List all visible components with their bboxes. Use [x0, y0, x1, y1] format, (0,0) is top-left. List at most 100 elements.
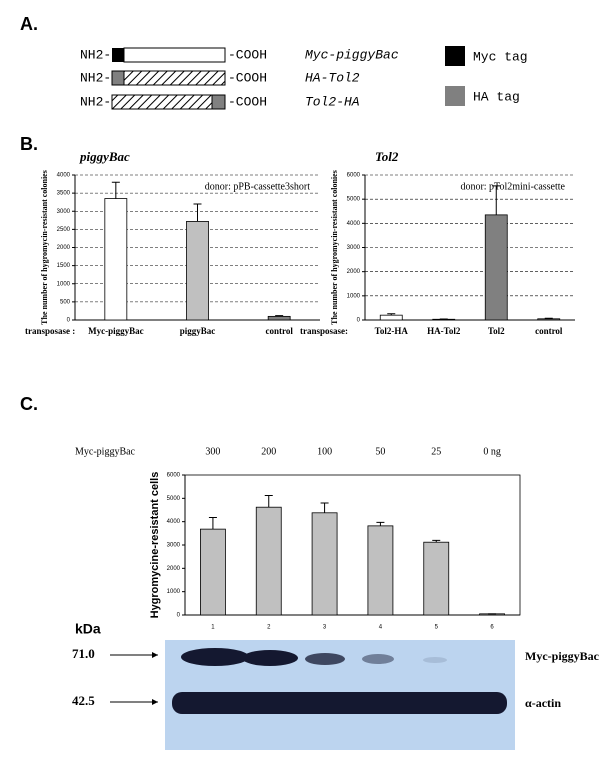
band-label: α-actin: [525, 696, 561, 710]
y-tick-label: 3000: [57, 209, 71, 215]
plot-frame: [184, 474, 521, 616]
y-tick-label: 0: [357, 318, 361, 324]
construct-c: -COOH: [228, 70, 267, 85]
y-tick-label: 2500: [57, 227, 71, 233]
y-tick-label: 0: [67, 318, 71, 324]
bar: [367, 525, 394, 616]
blot-bands: [172, 648, 507, 714]
x-tick-label: Tol2-HA: [375, 326, 409, 336]
y-tick-label: 5000: [167, 496, 181, 502]
x-prefix: transposase :: [25, 326, 75, 336]
y-tick-label: 4000: [347, 221, 361, 227]
x-tick-label: 2: [267, 625, 271, 631]
construct-name: Tol2-HA: [305, 94, 360, 109]
band-label: Myc-piggyBac: [525, 649, 600, 663]
myc-tag: [112, 48, 124, 62]
y-tick-label: 5000: [347, 197, 361, 203]
marker-label: 71.0: [72, 646, 95, 661]
y-axis-label: The number of hygromycin-resistant colon…: [40, 170, 49, 325]
ha-tag: [111, 70, 125, 86]
x-tick-label: piggyBac: [180, 326, 216, 336]
error-bar: [376, 521, 385, 526]
annotation: donor: pTol2mini-cassette: [460, 181, 565, 192]
band: [362, 654, 394, 664]
arrowhead: [152, 652, 158, 658]
y-tick-label: 500: [60, 299, 71, 305]
y-axis-label: The number of hygromycin-resistant colon…: [330, 170, 339, 325]
legend-label: Myc tag: [473, 49, 528, 64]
x-prefix: transposase:: [300, 326, 348, 336]
y-tick-label: 6000: [347, 173, 361, 179]
legend-label: HA tag: [473, 89, 520, 104]
ha-tag: [211, 94, 226, 110]
panel-label: B.: [20, 134, 38, 154]
x-tick-label: 4: [379, 625, 383, 631]
marker-label: 42.5: [72, 693, 95, 708]
bar: [200, 528, 226, 616]
bar: [537, 318, 561, 321]
x-tick-label: 5: [435, 625, 439, 631]
y-tick-label: 4000: [57, 173, 71, 179]
x-tick-label: control: [265, 326, 293, 336]
y-tick-label: 1000: [347, 293, 361, 299]
error-bar: [432, 539, 441, 543]
x-tick-label: HA-Tol2: [427, 326, 461, 336]
dose-label: 50: [375, 446, 385, 457]
piggybac-box: [123, 47, 226, 63]
error-bar: [492, 185, 501, 215]
bar: [311, 512, 338, 616]
construct-c: -COOH: [228, 94, 267, 109]
bar: [484, 214, 508, 321]
dose-label: 100: [317, 446, 332, 457]
band: [423, 657, 447, 663]
bar: [267, 315, 291, 321]
construct-n: NH2-: [80, 47, 111, 62]
x-tick-label: Myc-piggyBac: [88, 326, 144, 336]
y-tick-label: 4000: [167, 519, 181, 525]
arrowhead: [152, 699, 158, 705]
error-bar: [275, 315, 284, 317]
x-tick-label: 1: [211, 625, 215, 631]
bar: [423, 541, 450, 616]
band: [242, 650, 298, 666]
band: [172, 692, 507, 714]
panel-label: C.: [20, 394, 38, 414]
y-tick-label: 2000: [57, 245, 71, 251]
chart-title: Tol2: [375, 149, 399, 164]
bar: [186, 220, 209, 321]
y-axis-label: Hygromycine-resistant cells: [149, 472, 161, 619]
x-tick-label: 6: [490, 625, 494, 631]
y-tick-label: 1000: [167, 589, 181, 595]
error-bar: [387, 313, 396, 316]
y-tick-label: 3000: [347, 245, 361, 251]
construct-name: Myc-piggyBac: [305, 47, 399, 62]
legend-swatch: [445, 86, 465, 106]
blot-unit: kDa: [75, 621, 101, 637]
panel-label: A.: [20, 14, 38, 34]
dose-title: Myc-piggyBac: [75, 446, 136, 457]
x-tick-label: 3: [323, 625, 327, 631]
y-tick-label: 0: [177, 613, 181, 619]
y-tick-label: 2000: [167, 566, 181, 572]
constructs: [111, 47, 226, 110]
dose-label: 25: [431, 446, 441, 457]
error-bar: [264, 495, 273, 508]
annotation: donor: pPB-cassette3short: [205, 181, 310, 192]
y-tick-label: 1500: [57, 263, 71, 269]
y-tick-label: 2000: [347, 269, 361, 275]
legend-swatch: [445, 46, 465, 66]
tol2-box: [123, 70, 226, 86]
construct-name: HA-Tol2: [305, 70, 360, 85]
band: [181, 648, 249, 666]
chart-title: piggyBac: [79, 149, 130, 164]
y-tick-label: 3500: [57, 191, 71, 197]
error-bar: [193, 203, 202, 222]
bar: [379, 314, 403, 321]
bar: [104, 198, 128, 321]
error-bar: [320, 502, 329, 513]
dose-label: 300: [205, 446, 220, 457]
error-bar: [208, 516, 217, 530]
construct-c: -COOH: [228, 47, 267, 62]
construct-n: NH2-: [80, 70, 111, 85]
